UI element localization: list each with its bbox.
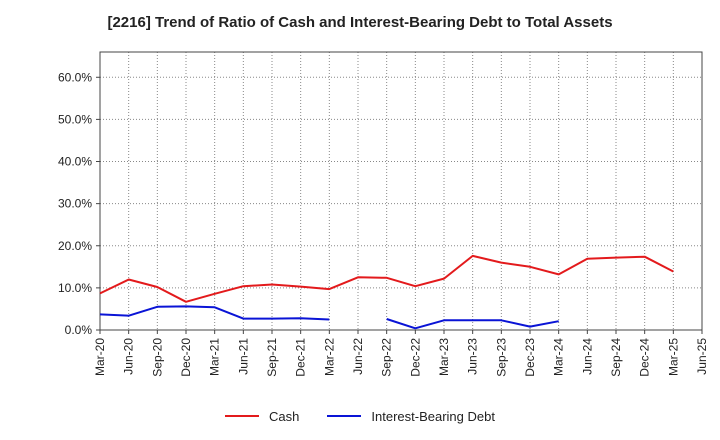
series-lines xyxy=(99,254,674,330)
series-line-interest-bearing-debt xyxy=(99,305,330,321)
x-tick-label: Mar-21 xyxy=(208,338,222,376)
legend-swatch-interest-bearing-debt xyxy=(327,415,362,417)
x-tick-label: Mar-24 xyxy=(552,338,566,376)
legend: Cash Interest-Bearing Debt xyxy=(0,406,720,426)
x-tick-label: Mar-20 xyxy=(93,338,107,376)
legend-item-cash: Cash xyxy=(225,409,299,424)
x-tick-label: Dec-24 xyxy=(638,338,652,377)
y-tick-label: 20.0% xyxy=(58,239,92,253)
legend-swatch-cash xyxy=(225,415,260,417)
plot-frame xyxy=(99,51,703,331)
x-tick-label: Mar-25 xyxy=(666,338,680,376)
series-line-cash xyxy=(99,254,674,303)
y-tick-label: 10.0% xyxy=(58,281,92,295)
tick-labels: 0.0% 10.0% 20.0% 30.0% 40.0% 50.0% 60.0% Mar-20… xyxy=(58,70,709,376)
x-tick-label: Sep-21 xyxy=(265,338,279,377)
x-tick-label: Jun-20 xyxy=(122,338,136,375)
legend-item-interest-bearing-debt: Interest-Bearing Debt xyxy=(327,409,495,424)
grid-lines xyxy=(99,52,703,331)
x-tick-label: Dec-20 xyxy=(179,338,193,377)
axes xyxy=(96,51,703,334)
series-line-interest-bearing-debt xyxy=(386,318,559,330)
y-tick-label: 30.0% xyxy=(58,197,92,211)
x-tick-label: Dec-23 xyxy=(523,338,537,377)
x-tick-label: Sep-20 xyxy=(150,338,164,377)
x-tick-label: Mar-23 xyxy=(437,338,451,376)
y-tick-label: 40.0% xyxy=(58,155,92,169)
x-tick-label: Mar-22 xyxy=(322,338,336,376)
y-tick-label: 60.0% xyxy=(58,70,92,84)
x-tick-label: Jun-22 xyxy=(351,338,365,375)
x-tick-label: Sep-22 xyxy=(380,338,394,377)
legend-label-cash: Cash xyxy=(269,408,300,424)
legend-label-interest-bearing-debt: Interest-Bearing Debt xyxy=(371,408,495,424)
chart-title: [2216] Trend of Ratio of Cash and Intere… xyxy=(107,14,613,31)
y-tick-label: 50.0% xyxy=(58,112,92,126)
x-tick-label: Dec-21 xyxy=(294,338,308,377)
x-tick-label: Jun-21 xyxy=(236,338,250,375)
x-tick-label: Jun-24 xyxy=(580,338,594,375)
x-tick-label: Sep-23 xyxy=(494,338,508,377)
x-tick-label: Sep-24 xyxy=(609,338,623,377)
x-tick-label: Jun-25 xyxy=(695,338,709,375)
y-tick-label: 0.0% xyxy=(65,323,93,337)
x-tick-label: Dec-22 xyxy=(408,338,422,377)
x-tick-label: Jun-23 xyxy=(466,338,480,375)
